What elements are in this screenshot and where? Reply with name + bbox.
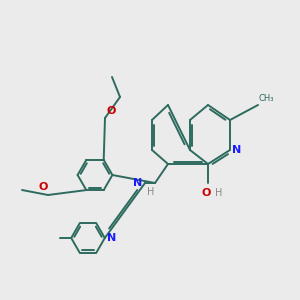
Text: H: H (146, 187, 154, 196)
Text: N: N (133, 178, 142, 188)
Text: O: O (202, 188, 211, 197)
Text: N: N (107, 233, 116, 243)
Text: O: O (39, 182, 48, 192)
Text: O: O (106, 106, 116, 116)
Text: N: N (232, 145, 242, 155)
Text: H: H (215, 188, 223, 197)
Text: CH₃: CH₃ (259, 94, 274, 103)
